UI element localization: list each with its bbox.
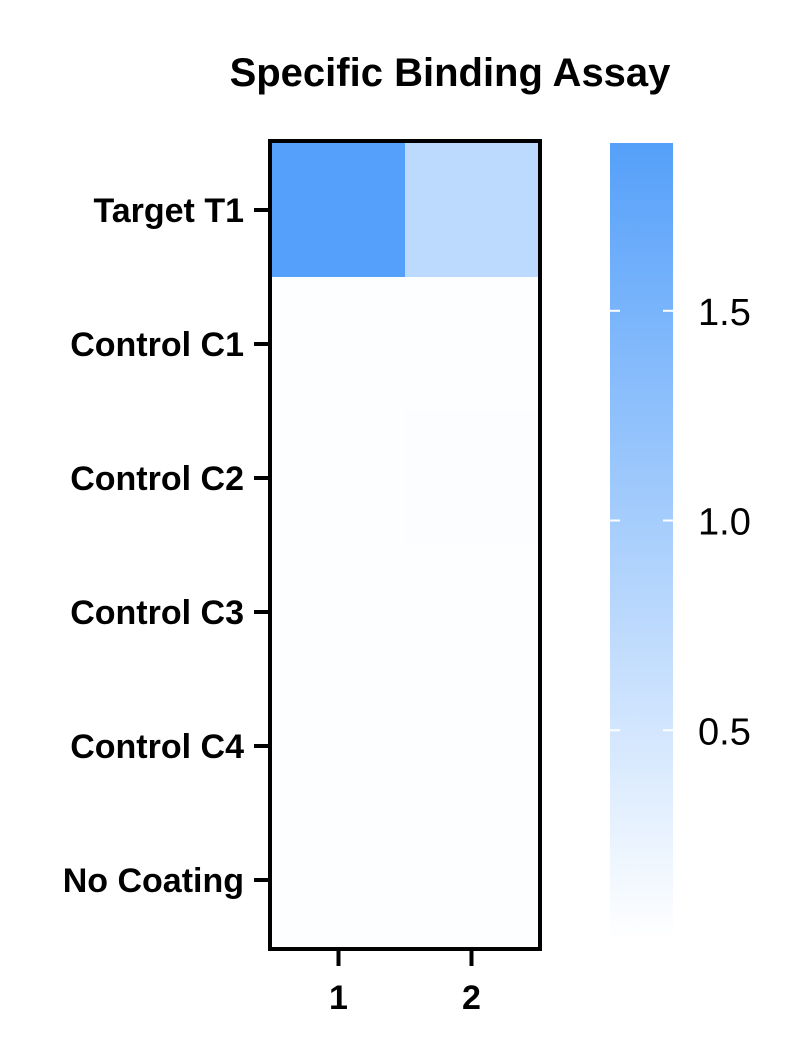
row-label: Control C3 — [70, 594, 244, 632]
heatmap-cell — [405, 411, 539, 546]
row-label: Control C2 — [70, 460, 244, 498]
heatmap-cell — [405, 679, 539, 814]
chart-title: Specific Binding Assay — [230, 51, 672, 95]
heatmap-cell — [272, 143, 406, 278]
plot-frame — [268, 139, 542, 951]
heatmap-cell — [272, 813, 406, 948]
heatmap-cell — [405, 143, 539, 278]
heatmap-cell — [272, 545, 406, 680]
colorbar-tick-label: 0.5 — [698, 711, 751, 753]
heatmap-cell — [405, 277, 539, 412]
colorbar — [610, 143, 673, 940]
row-label: Control C1 — [70, 326, 244, 364]
colorbar-tick-label: 1.5 — [698, 292, 751, 334]
heatmap-cells — [272, 143, 539, 948]
heatmap-cell — [405, 545, 539, 680]
heatmap-cell — [405, 813, 539, 948]
column-label: 1 — [329, 979, 348, 1017]
colorbar-ticks: 0.5 1.0 1.5 — [610, 292, 751, 753]
row-label: Target T1 — [93, 192, 244, 230]
row-labels: Target T1 Control C1 Control C2 Control C3 C… — [63, 192, 270, 900]
column-label: 2 — [462, 979, 481, 1017]
row-label: No Coating — [63, 862, 244, 900]
heatmap-cell — [272, 679, 406, 814]
heatmap-cell — [272, 411, 406, 546]
heatmap-cell — [272, 277, 406, 412]
row-label: Control C4 — [70, 728, 244, 766]
colorbar-tick-label: 1.0 — [698, 502, 751, 544]
